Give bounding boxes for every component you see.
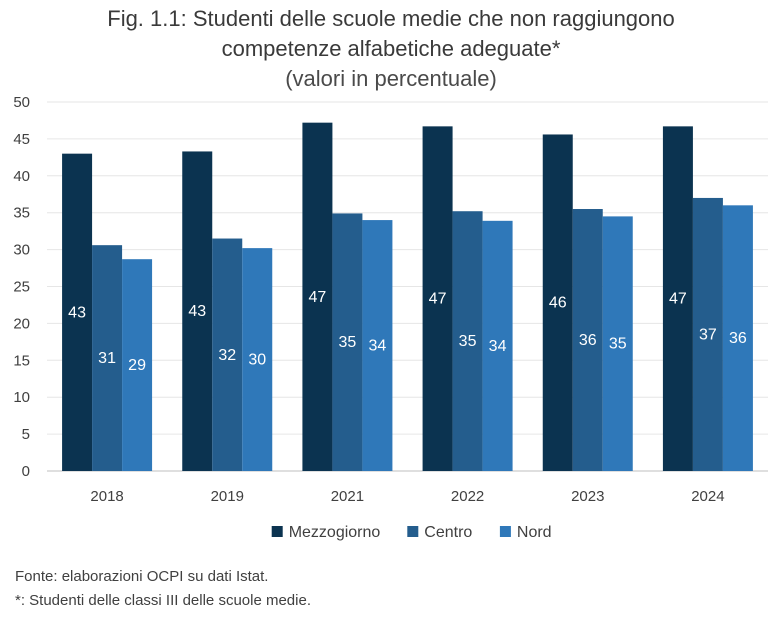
- footnote: *: Studenti delle classi III delle scuol…: [15, 592, 311, 609]
- bar-mezzogiorno-2018: [62, 153, 93, 471]
- bar-nord-2018: [122, 259, 153, 471]
- x-tick-label: 2024: [691, 488, 724, 505]
- y-tick-label: 15: [13, 352, 30, 369]
- data-label: 46: [549, 295, 567, 312]
- bar-centro-2024: [692, 197, 723, 471]
- data-label: 47: [429, 291, 447, 308]
- chart-subtitle: (valori in percentuale): [285, 66, 497, 91]
- bar-centro-2021: [332, 213, 363, 472]
- bar-centro-2018: [92, 245, 123, 471]
- data-label: 32: [218, 347, 236, 364]
- data-label: 35: [339, 334, 357, 351]
- y-tick-label: 25: [13, 279, 30, 296]
- data-label: 30: [248, 352, 266, 369]
- data-label: 31: [98, 350, 116, 367]
- x-tick-label: 2023: [571, 488, 604, 505]
- x-tick-label: 2019: [211, 488, 244, 505]
- data-label: 47: [669, 291, 687, 308]
- bar-nord-2024: [722, 205, 753, 471]
- chart-title-line-2: competenze alfabetiche adeguate*: [221, 36, 561, 61]
- legend-label-mezzogiorno: Mezzogiorno: [289, 524, 381, 541]
- y-tick-label: 45: [13, 131, 30, 148]
- data-label: 34: [489, 338, 507, 355]
- data-label: 43: [188, 303, 206, 320]
- bar-mezzogiorno-2021: [302, 122, 333, 471]
- x-tick-label: 2022: [451, 488, 484, 505]
- bar-mezzogiorno-2023: [542, 134, 573, 472]
- bar-centro-2019: [212, 238, 243, 471]
- legend-label-nord: Nord: [517, 524, 552, 541]
- bar-nord-2019: [242, 248, 273, 471]
- bar-mezzogiorno-2024: [662, 126, 693, 471]
- y-tick-label: 10: [13, 389, 30, 406]
- bar-mezzogiorno-2022: [422, 126, 453, 471]
- y-tick-label: 0: [22, 463, 30, 480]
- data-label: 35: [609, 336, 627, 353]
- y-tick-label: 40: [13, 168, 30, 185]
- bar-mezzogiorno-2019: [182, 151, 213, 472]
- y-tick-label: 30: [13, 242, 30, 259]
- y-tick-label: 35: [13, 205, 30, 222]
- bar-centro-2023: [572, 209, 603, 471]
- source-note: Fonte: elaborazioni OCPI su dati Istat.: [15, 568, 269, 585]
- legend-swatch-nord: [499, 526, 511, 537]
- bar-nord-2021: [362, 220, 393, 471]
- data-label: 47: [309, 289, 327, 306]
- data-label: 36: [729, 330, 747, 347]
- data-label: 29: [128, 357, 146, 374]
- legend-swatch-centro: [407, 526, 419, 537]
- legend-swatch-mezzogiorno: [271, 526, 283, 537]
- data-label: 43: [68, 304, 86, 321]
- y-tick-label: 50: [13, 94, 30, 111]
- bar-nord-2022: [482, 220, 513, 471]
- data-label: 35: [459, 333, 477, 350]
- y-tick-label: 20: [13, 315, 30, 332]
- y-tick-label: 5: [22, 426, 30, 443]
- data-label: 36: [579, 332, 597, 349]
- data-label: 37: [699, 326, 717, 343]
- bar-centro-2022: [452, 211, 483, 471]
- bar-nord-2023: [602, 216, 633, 471]
- x-tick-label: 2021: [331, 488, 364, 505]
- x-tick-label: 2018: [90, 488, 123, 505]
- data-label: 34: [369, 338, 387, 355]
- chart-title-line-1: Fig. 1.1: Studenti delle scuole medie ch…: [107, 6, 675, 31]
- legend-label-centro: Centro: [424, 524, 472, 541]
